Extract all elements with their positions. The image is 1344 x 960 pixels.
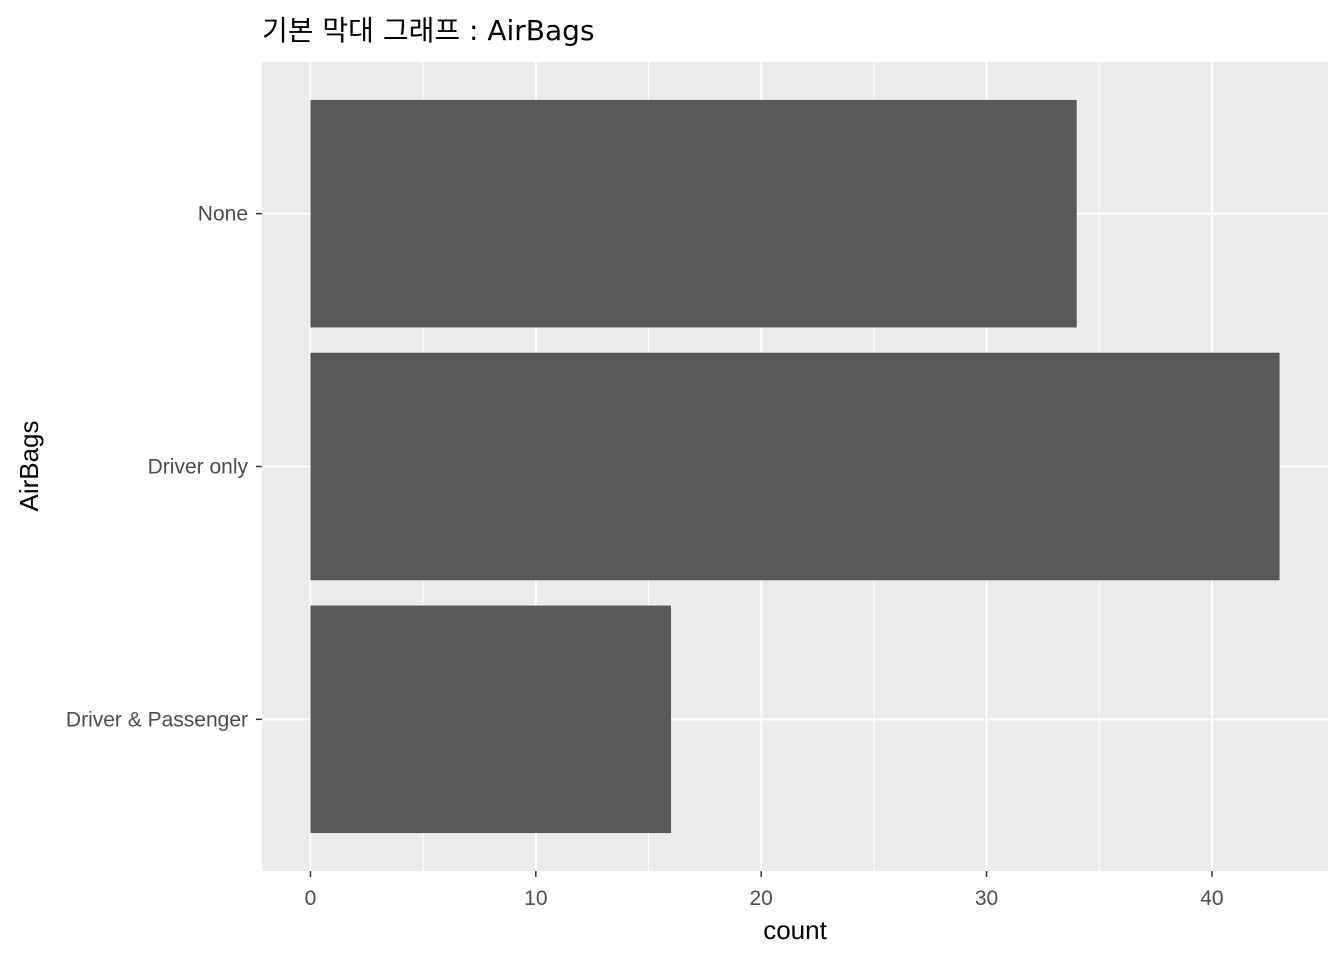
x-tick-label: 20 <box>750 887 773 910</box>
y-axis-title: AirBags <box>14 420 44 511</box>
y-axis: None Driver only Driver & Passenger <box>66 203 262 731</box>
chart-title: 기본 막대 그래프 : AirBags <box>262 14 595 47</box>
x-axis: 0 10 20 30 40 <box>305 871 1224 910</box>
x-axis-title: count <box>763 915 827 945</box>
x-tick-label: 0 <box>305 887 317 910</box>
x-tick-label: 10 <box>524 887 547 910</box>
y-tick-label: None <box>198 203 248 226</box>
x-tick-label: 30 <box>975 887 998 910</box>
x-tick-label: 40 <box>1200 887 1223 910</box>
bar <box>310 352 1280 581</box>
bar <box>310 99 1077 328</box>
y-tick-label: Driver only <box>148 456 249 479</box>
bars <box>310 99 1280 834</box>
bar <box>310 605 672 834</box>
y-tick-label: Driver & Passenger <box>66 708 248 731</box>
